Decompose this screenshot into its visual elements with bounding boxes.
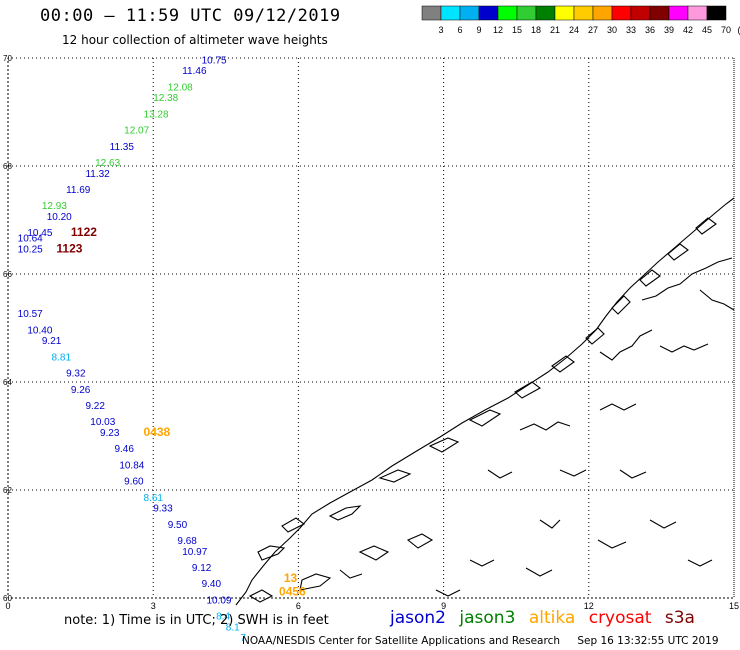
legend-altika: altika bbox=[528, 608, 576, 628]
wave-height-label: 13.28 bbox=[144, 109, 169, 120]
y-tick-label: 68 bbox=[3, 162, 12, 171]
colorbar-tick-label: 24 bbox=[569, 25, 579, 35]
wave-height-label: 10.09 bbox=[206, 595, 231, 606]
wave-height-label: 12.08 bbox=[168, 82, 193, 93]
wave-height-label: 9.22 bbox=[85, 401, 105, 412]
wave-height-label: 12.93 bbox=[42, 201, 67, 212]
colorbar-tick-label: (ft) bbox=[738, 25, 740, 35]
pass-time-label: 0456 bbox=[279, 584, 306, 598]
colorbar-tick-label: 9 bbox=[476, 25, 481, 35]
colorbar-tick-label: 36 bbox=[645, 25, 655, 35]
wave-height-label: 10.97 bbox=[182, 547, 207, 558]
y-tick-label: 70 bbox=[3, 54, 12, 63]
wave-height-label: 10.20 bbox=[47, 212, 72, 223]
colorbar-swatch bbox=[706, 5, 727, 21]
credit-text: NOAA/NESDIS Center for Satellite Applica… bbox=[242, 635, 560, 647]
map-subtitle: 12 hour collection of altimeter wave hei… bbox=[62, 33, 328, 47]
wave-height-label: 10.40 bbox=[27, 325, 52, 336]
wave-height-label: 7 bbox=[240, 633, 246, 644]
wave-height-label: 12.07 bbox=[124, 126, 149, 137]
axis-ticks: 0 3 6 9 12 15 60 62 64 66 68 70 bbox=[3, 54, 739, 611]
wave-height-label: 9.12 bbox=[192, 563, 212, 574]
wave-height-label: 9.23 bbox=[100, 428, 120, 439]
x-tick-label: 0 bbox=[5, 601, 10, 611]
wave-height-label: 10.03 bbox=[90, 417, 115, 428]
wave-height-label: 12.38 bbox=[153, 93, 178, 104]
colorbar-tick-label: 42 bbox=[683, 25, 693, 35]
wave-height-label: 8.4 bbox=[216, 612, 230, 623]
wave-height-label: 9.50 bbox=[168, 520, 188, 531]
pass-time-label: 0438 bbox=[144, 425, 171, 439]
colorbar-tick-label: 70 bbox=[721, 25, 731, 35]
legend-s3a: s3a bbox=[664, 608, 695, 628]
colorbar-tick-label: 33 bbox=[626, 25, 636, 35]
y-tick-label: 60 bbox=[3, 594, 12, 603]
map-grid bbox=[7, 57, 735, 599]
wave-height-label: 11.69 bbox=[66, 185, 91, 196]
wave-height-label: 9.33 bbox=[153, 504, 173, 515]
footer-note: note: 1) Time is in UTC; 2) SWH is in fe… bbox=[64, 613, 329, 628]
colorbar-tick-label: 3 bbox=[438, 25, 443, 35]
wave-height-label: 11.32 bbox=[85, 169, 110, 180]
wave-height-label: 9.26 bbox=[71, 385, 91, 396]
y-tick-label: 62 bbox=[3, 486, 12, 495]
wave-height-label: 9.32 bbox=[66, 369, 86, 380]
x-tick-label: 3 bbox=[151, 601, 156, 611]
legend-jason3: jason3 bbox=[459, 608, 516, 628]
wave-height-label: 9.68 bbox=[177, 536, 197, 547]
y-tick-label: 66 bbox=[3, 270, 12, 279]
colorbar-tick-label: 21 bbox=[550, 25, 560, 35]
wave-height-label: 8.81 bbox=[52, 352, 72, 363]
wave-height-label: 8.61 bbox=[144, 493, 164, 504]
pass-time-label: 1122 bbox=[71, 225, 97, 239]
colorbar-tick-label: 6 bbox=[457, 25, 462, 35]
wave-height-label: 10.57 bbox=[18, 309, 43, 320]
colorbar-tick-label: 18 bbox=[531, 25, 541, 35]
wave-height-label: 11.35 bbox=[110, 142, 135, 153]
wave-height-label: 9.60 bbox=[124, 477, 144, 488]
satellite-legend: jason2 jason3 altika cryosat s3a bbox=[390, 608, 703, 628]
coastline bbox=[235, 197, 735, 606]
wave-height-label: 10.45 bbox=[27, 228, 52, 239]
generated-timestamp: Sep 16 13:32:55 UTC 2019 bbox=[577, 635, 719, 647]
wave-height-label: 8.1 bbox=[226, 622, 240, 633]
colorbar-tick-label: 45 bbox=[702, 25, 712, 35]
credit-line: NOAA/NESDIS Center for Satellite Applica… bbox=[242, 635, 719, 647]
wave-height-label: 9.46 bbox=[114, 444, 134, 455]
wave-height-label: 12.63 bbox=[95, 158, 120, 169]
colorbar-tick-label: 39 bbox=[664, 25, 674, 35]
wave-height-label: 10.84 bbox=[119, 460, 144, 471]
pass-time-label: 13 bbox=[284, 571, 298, 585]
x-tick-label: 9 bbox=[441, 601, 446, 611]
wave-height-label: 9.21 bbox=[42, 336, 62, 347]
wave-height-label: 9.40 bbox=[202, 579, 222, 590]
colorbar-tick-label: 27 bbox=[588, 25, 598, 35]
colorbar-tick-label: 12 bbox=[493, 25, 503, 35]
wave-height-label: 10.64 bbox=[18, 234, 43, 245]
colorbar-tick-label: 30 bbox=[607, 25, 617, 35]
wave-height-label: 10.25 bbox=[18, 244, 43, 255]
x-tick-label: 6 bbox=[296, 601, 301, 611]
x-tick-label: 12 bbox=[584, 601, 594, 611]
pass-time-label: 1123 bbox=[56, 241, 82, 255]
map-frame bbox=[7, 57, 735, 599]
legend-jason2: jason2 bbox=[390, 608, 446, 628]
map-title: 00:00 – 11:59 UTC 09/12/2019 bbox=[40, 6, 341, 26]
x-tick-label: 15 bbox=[729, 601, 739, 611]
legend-cryosat: cryosat bbox=[588, 608, 652, 628]
wave-height-label: 10.75 bbox=[202, 55, 227, 66]
colorbar-tick-label: 15 bbox=[512, 25, 522, 35]
y-tick-label: 64 bbox=[3, 378, 12, 387]
wave-height-label: 11.46 bbox=[182, 66, 207, 77]
